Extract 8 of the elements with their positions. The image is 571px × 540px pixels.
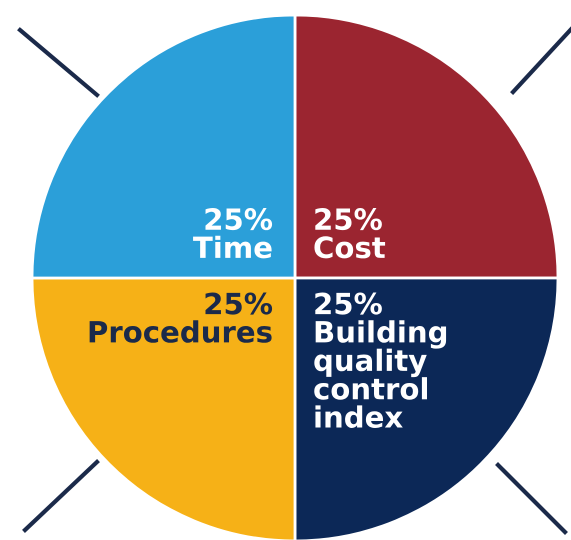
slice-label: Time bbox=[193, 236, 272, 258]
data-label: 25% bbox=[205, 292, 272, 315]
slice-label: Cost bbox=[314, 236, 386, 258]
slice-label: Building quality control index bbox=[314, 320, 446, 428]
slice-label: Procedures bbox=[90, 320, 272, 343]
data-label: 25% bbox=[315, 292, 382, 315]
data-label: 25% bbox=[315, 208, 382, 230]
data-label: 25% bbox=[205, 208, 272, 230]
